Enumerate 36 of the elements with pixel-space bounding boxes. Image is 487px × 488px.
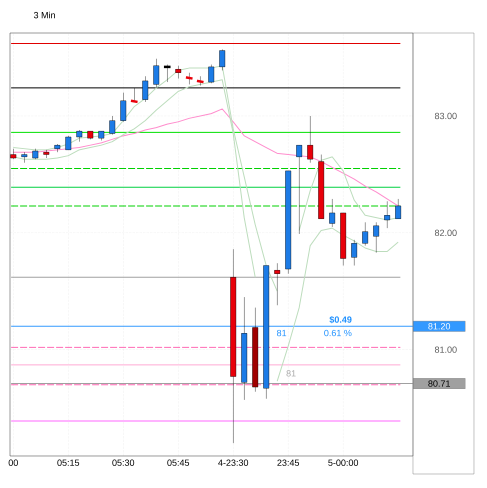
x-tick-label: 4-23:30	[218, 460, 248, 466]
candlestick	[307, 116, 314, 163]
x-tick-label: 05:15	[57, 460, 80, 466]
y-tick-label: 83.00	[434, 112, 457, 120]
candlestick	[120, 92, 126, 122]
candlestick	[329, 198, 336, 228]
candlestick	[362, 222, 368, 246]
ref-line-label: 80.71	[428, 380, 450, 387]
candlestick	[65, 136, 72, 150]
candlestick	[32, 148, 38, 160]
x-tick-label: 5-00:00	[328, 460, 358, 466]
candlestick	[21, 152, 28, 163]
candlestick	[296, 144, 302, 234]
candlestick	[208, 64, 214, 84]
candlestick	[76, 130, 82, 142]
y-tick-label: 82.00	[434, 230, 457, 236]
candlestick	[98, 130, 104, 141]
annotation: 81	[286, 370, 296, 377]
candlestick	[274, 262, 280, 306]
candlestick	[373, 222, 380, 253]
x-tick-label: 23:45	[277, 460, 300, 466]
y-tick-label: 81.00	[434, 346, 457, 353]
annotation: 81	[276, 330, 286, 336]
annotation: $0.49	[329, 316, 352, 324]
chart-title: 3 Min	[34, 12, 55, 18]
candlestick	[351, 240, 358, 266]
ref-line-label: 81.20	[428, 323, 450, 330]
candlestick	[219, 49, 226, 71]
x-tick-label: 05:45	[167, 460, 190, 466]
x-tick-label: 05:30	[112, 460, 134, 466]
x-tick-label: 00	[8, 460, 18, 466]
candlestick	[395, 198, 402, 219]
candlestick	[384, 201, 390, 228]
candlestick	[109, 116, 116, 135]
candlestick	[175, 66, 182, 79]
annotation: 0.61 %	[324, 330, 352, 336]
